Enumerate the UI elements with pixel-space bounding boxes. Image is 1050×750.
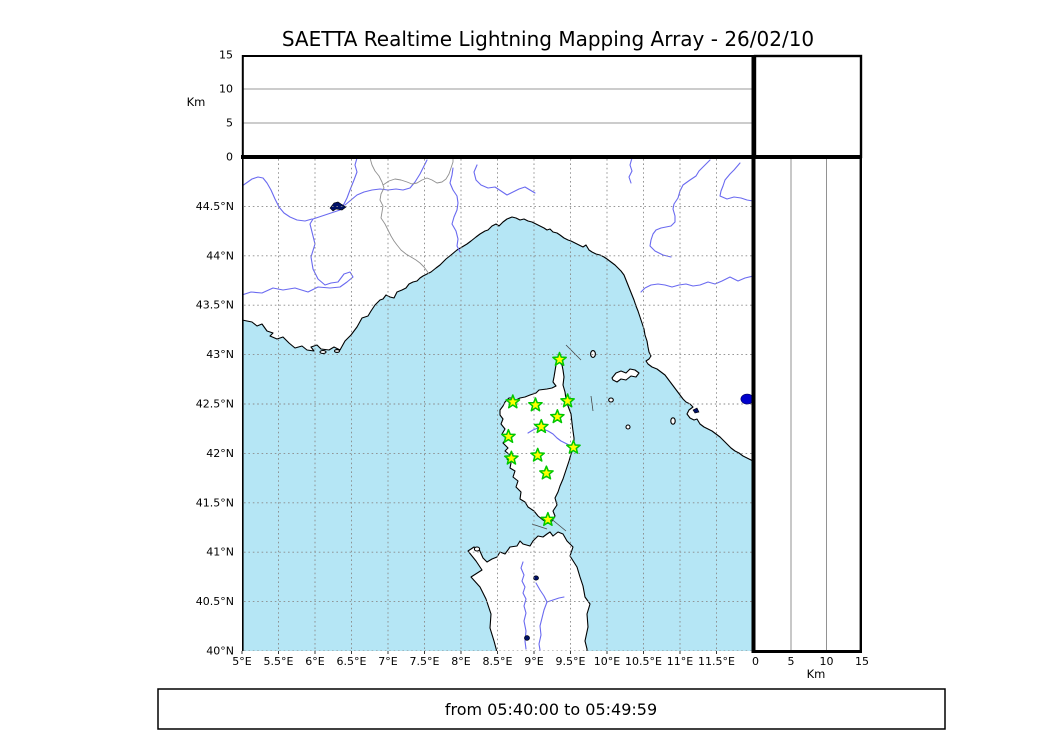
map-geography xyxy=(242,157,753,651)
right-km-tick-label: 5 xyxy=(788,655,795,668)
lat-tick-label: 40°N xyxy=(206,645,234,658)
river xyxy=(242,176,313,222)
lon-tick-label: 5.5°E xyxy=(264,655,294,668)
lon-tick-label: 10.5°E xyxy=(625,655,662,668)
map-annotation-line xyxy=(590,395,594,412)
river xyxy=(640,275,753,293)
asinara-island xyxy=(473,546,481,552)
right-km-tick-label: 0 xyxy=(752,655,759,668)
lake-dot xyxy=(740,393,753,405)
lat-tick-label: 41.5°N xyxy=(196,496,234,509)
lon-tick-label: 9.5°E xyxy=(556,655,586,668)
hyeres-island xyxy=(319,349,327,355)
station-star-marker xyxy=(549,409,565,424)
river xyxy=(628,157,633,184)
alt-histogram-panel xyxy=(753,54,863,159)
station-star-marker xyxy=(533,418,549,434)
river xyxy=(649,159,711,258)
lat-tick-label: 43°N xyxy=(206,348,234,361)
map-annotation-line xyxy=(531,523,548,530)
river xyxy=(242,209,354,296)
elba-island xyxy=(611,368,640,383)
river xyxy=(719,162,753,202)
river xyxy=(344,159,428,206)
station-star-marker xyxy=(528,397,543,412)
station-star-marker xyxy=(501,428,516,444)
lon-tick-label: 9°E xyxy=(524,655,543,668)
map-annotation-line xyxy=(565,344,582,361)
lon-tick-label: 6°E xyxy=(305,655,324,668)
station-star-marker xyxy=(540,511,556,527)
lat-tick-label: 44.5°N xyxy=(196,200,234,213)
alt-vs-lon-panel: Km xyxy=(187,55,753,157)
axis-labels: 5°E 5.5°E 6°E 6.5°E 7°E 7.5°E 8°E 8.5°E 9°E 9.5°E… xyxy=(196,49,869,669)
orbetello-lagoon xyxy=(692,407,700,414)
lon-tick-label: 6.5°E xyxy=(337,655,367,668)
alt-vs-lat-panel: Km xyxy=(753,157,862,681)
lon-tick-label: 8°E xyxy=(451,655,470,668)
sardinia-river xyxy=(535,582,548,651)
mainland-coastline xyxy=(242,216,753,462)
lat-tick-label: 42°N xyxy=(206,447,234,460)
montecristo-island xyxy=(625,424,631,430)
river xyxy=(449,167,461,253)
time-range-text: from 05:40:00 to 05:49:59 xyxy=(445,700,657,719)
hyeres-island xyxy=(333,349,341,353)
lon-tick-label: 5°E xyxy=(232,655,251,668)
top-km-tick-label: 10 xyxy=(219,83,233,96)
figure-title: SAETTA Realtime Lightning Mapping Array … xyxy=(282,27,814,51)
station-star-marker xyxy=(530,447,546,462)
river xyxy=(339,157,358,210)
lat-tick-label: 44°N xyxy=(206,249,234,262)
pianosa-island xyxy=(608,397,614,403)
map-panel xyxy=(242,157,753,651)
giglio-island xyxy=(670,417,676,425)
sardinia-island xyxy=(467,531,591,651)
station-star-marker xyxy=(505,394,521,409)
sardinia-lake xyxy=(533,575,539,581)
time-range-box: from 05:40:00 to 05:49:59 xyxy=(157,688,946,730)
lake-dots xyxy=(740,393,753,405)
station-star-marker xyxy=(539,465,554,480)
sardinia-river xyxy=(546,596,565,603)
country-border xyxy=(382,158,454,186)
station-star-marker xyxy=(566,439,581,454)
lon-tick-label: 10°E xyxy=(594,655,620,668)
map-graticule xyxy=(244,159,753,651)
sardinia-river xyxy=(520,561,527,650)
river xyxy=(473,164,536,196)
panel-separator-vertical xyxy=(751,55,756,653)
station-star-marker xyxy=(503,450,519,465)
lon-tick-label: 7°E xyxy=(378,655,397,668)
lon-tick-label: 11°E xyxy=(667,655,693,668)
panel-separator-horizontal xyxy=(241,155,862,159)
country-border xyxy=(369,157,430,275)
top-km-tick-label: 15 xyxy=(219,49,233,62)
lon-tick-label: 11.5°E xyxy=(698,655,735,668)
sea-fill xyxy=(242,217,753,651)
lat-tick-label: 40.5°N xyxy=(196,595,234,608)
lat-tick-label: 42.5°N xyxy=(196,398,234,411)
right-km-tick-label: 10 xyxy=(820,655,834,668)
capraia-island xyxy=(590,350,596,358)
lat-tick-label: 41°N xyxy=(206,546,234,559)
station-star-marker xyxy=(560,393,575,408)
sardinia-lake xyxy=(524,635,530,641)
station-star-marker xyxy=(552,351,567,366)
lat-tick-label: 43.5°N xyxy=(196,299,234,312)
right-panel-km-axis-label: Km xyxy=(807,667,826,681)
corsica-river xyxy=(527,427,573,448)
top-km-tick-label: 0 xyxy=(226,151,233,164)
station-markers xyxy=(501,351,581,527)
lon-tick-label: 7.5°E xyxy=(410,655,440,668)
top-panel-km-axis-label: Km xyxy=(187,95,206,109)
top-km-tick-label: 5 xyxy=(226,117,233,130)
right-km-tick-label: 15 xyxy=(855,655,869,668)
lon-tick-label: 8.5°E xyxy=(483,655,513,668)
corsica-island xyxy=(499,361,575,524)
